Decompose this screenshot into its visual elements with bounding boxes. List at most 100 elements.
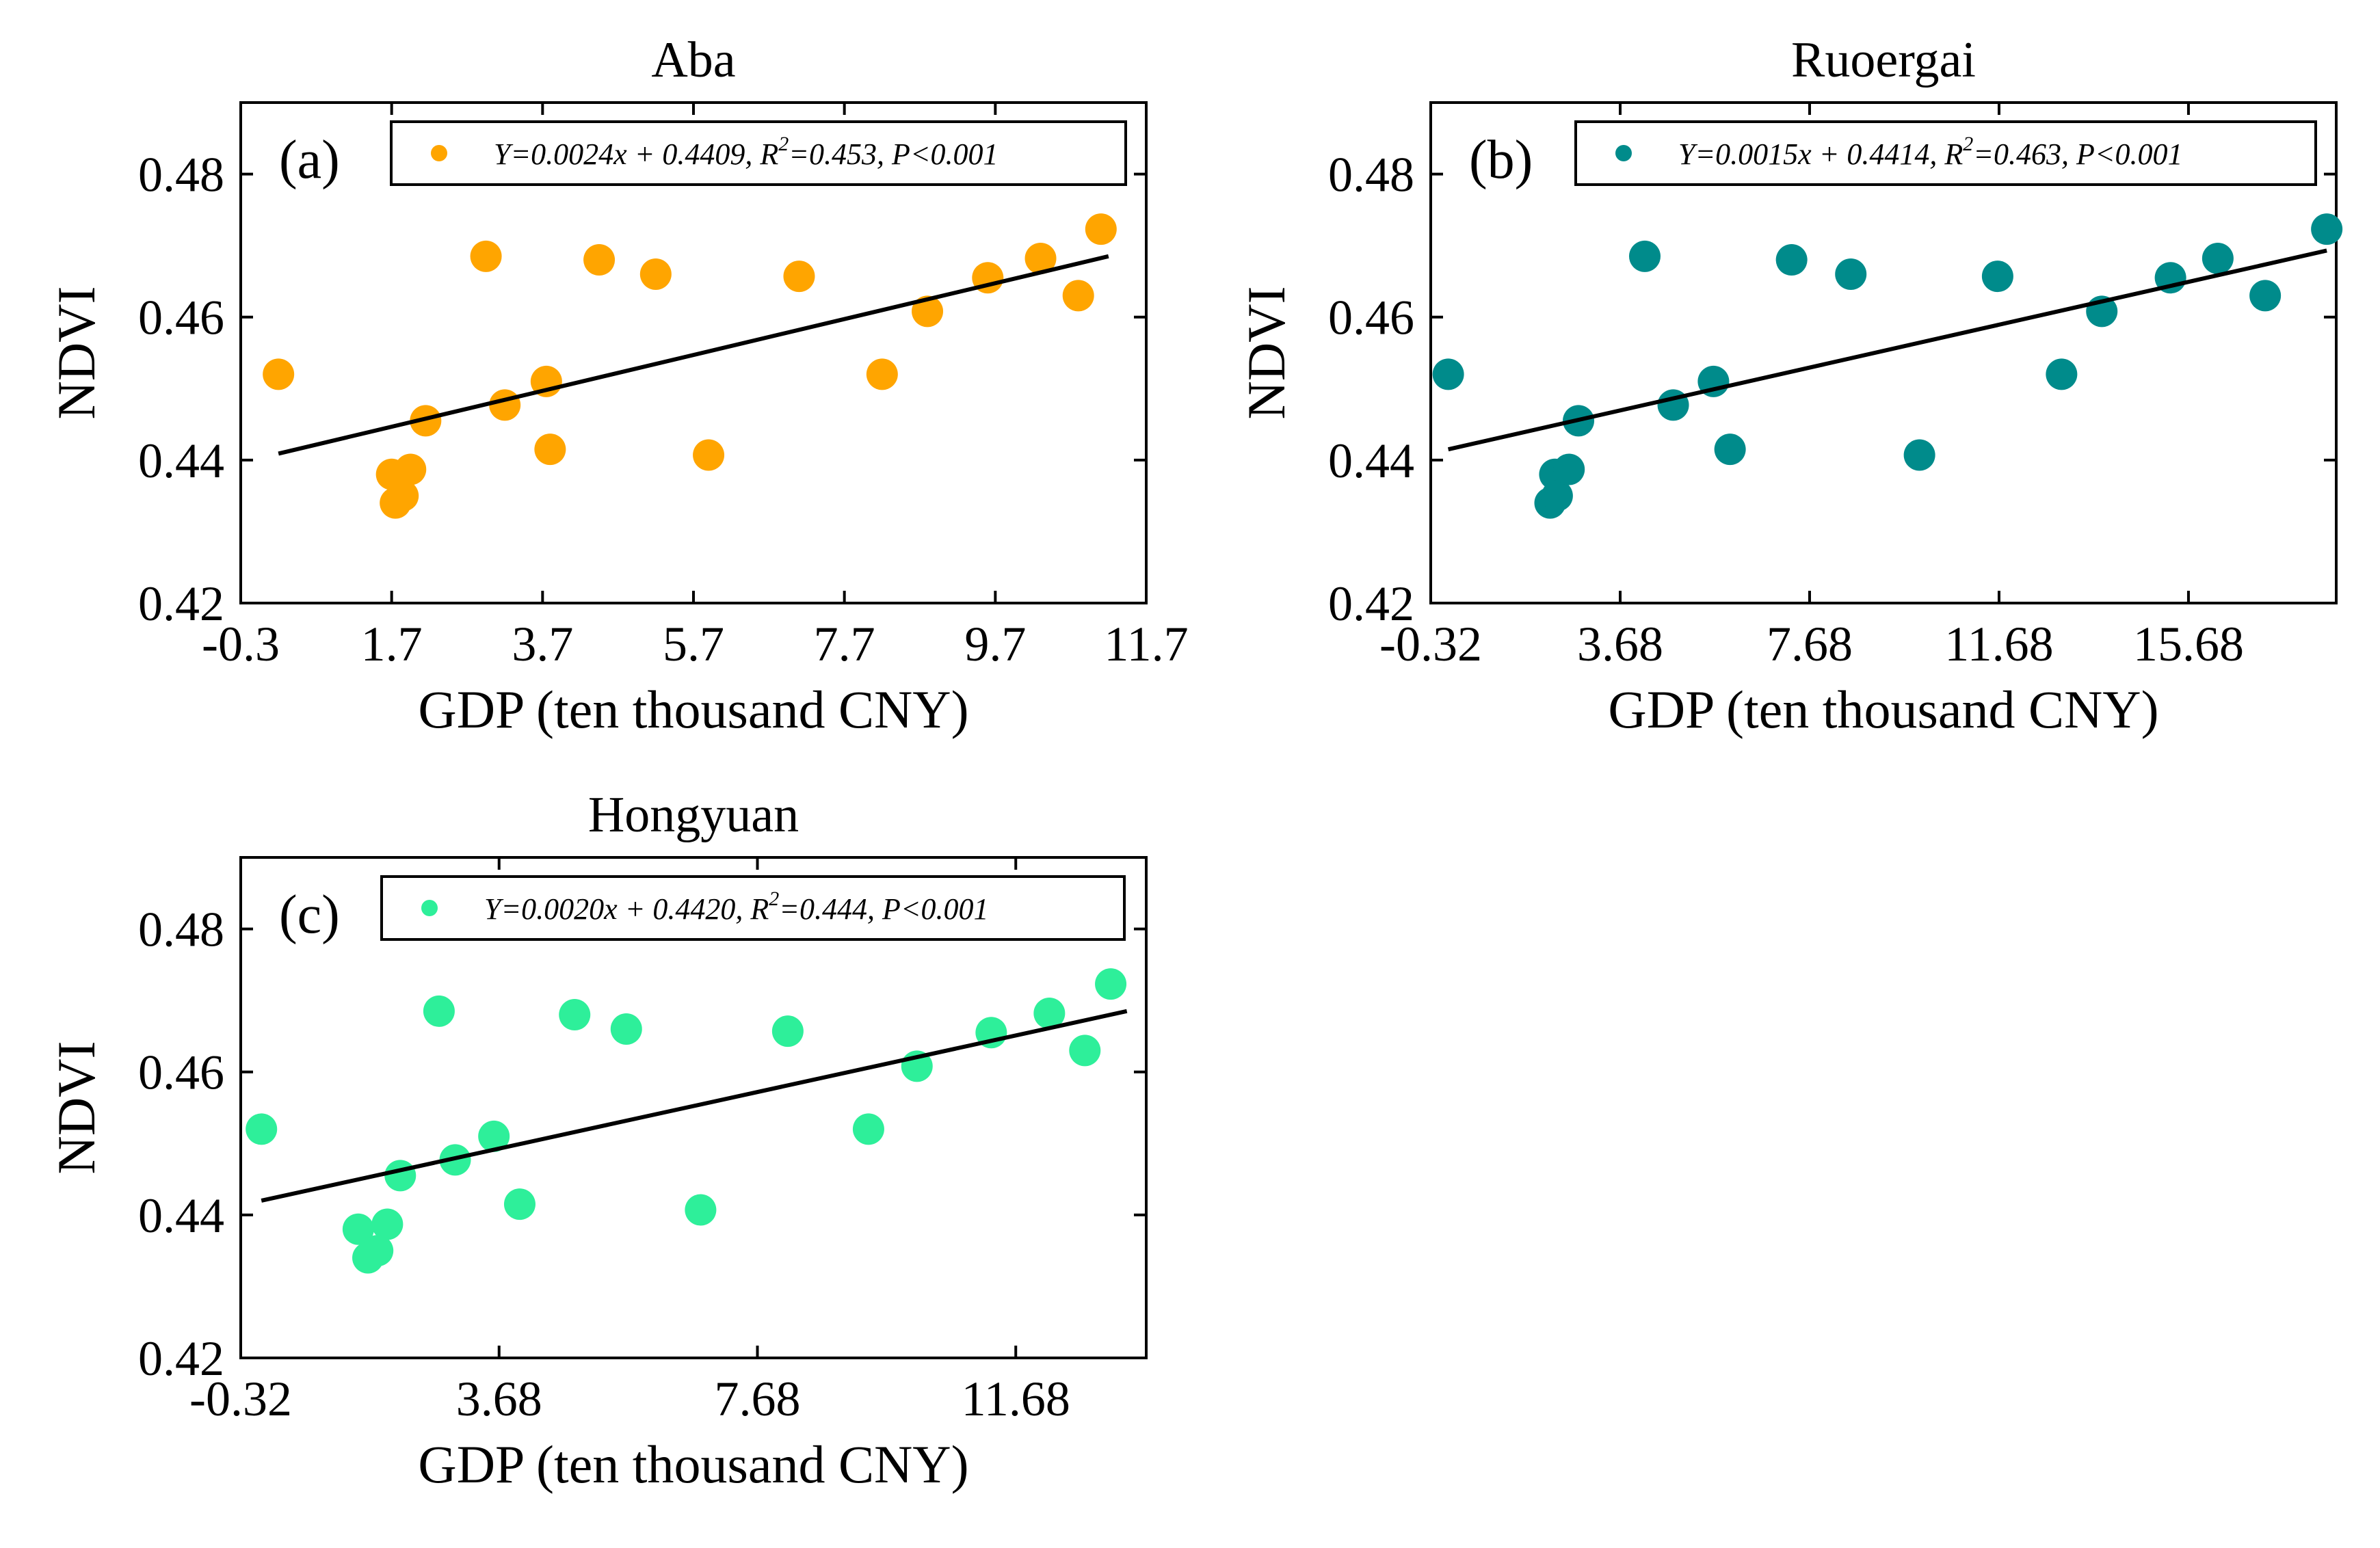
- y-tick-label: 0.42: [1328, 576, 1414, 631]
- legend-marker: [421, 900, 438, 916]
- x-tick-label: -0.32: [189, 1372, 292, 1426]
- legend-equation: Y=0.0020x + 0.4420, R2=0.444, P<0.001: [484, 888, 989, 926]
- data-point: [384, 1160, 416, 1192]
- data-point: [852, 1113, 884, 1145]
- data-point: [2249, 280, 2282, 312]
- y-tick-label: 0.42: [138, 1331, 224, 1386]
- regression-line: [278, 254, 1109, 456]
- legend-eq-suffix: =0.453, P<0.001: [789, 137, 998, 171]
- data-point: [693, 439, 725, 471]
- data-point: [610, 1013, 642, 1045]
- data-point: [866, 358, 898, 390]
- x-axis-label: GDP (ten thousand CNY): [418, 1434, 968, 1494]
- data-point: [263, 358, 295, 390]
- data-point: [1981, 261, 2013, 293]
- legend-eq-prefix: Y=0.0015x + 0.4414, R: [1678, 137, 1963, 171]
- x-tick-label: 3.68: [1577, 617, 1663, 671]
- data-point: [478, 1120, 510, 1152]
- y-tick-label: 0.42: [138, 576, 224, 631]
- legend-marker: [431, 145, 447, 161]
- x-tick-label: 7.7: [814, 617, 875, 671]
- y-tick-label: 0.44: [1328, 433, 1414, 488]
- x-tick-label: 11.7: [1104, 617, 1188, 671]
- regression-line: [1447, 248, 2327, 452]
- data-point: [1553, 453, 1585, 485]
- data-point: [639, 258, 672, 290]
- legend-eq-suffix: =0.444, P<0.001: [779, 892, 988, 926]
- y-axis-label: NDVI: [47, 1041, 106, 1175]
- legend-eq-superscript: 2: [769, 888, 779, 910]
- legend-box: [390, 120, 1127, 186]
- x-tick-label: -0.3: [202, 617, 280, 671]
- y-tick-label: 0.44: [138, 433, 224, 488]
- y-tick-label: 0.48: [138, 903, 224, 957]
- chart-panel-0: Aba 0.42 0.44 0.46 0.48 -0.3 1.7 3.7 5.7 7.7 9.7 11…: [47, 32, 1189, 739]
- data-point: [371, 1208, 404, 1240]
- chart-title: Ruoergai: [1791, 32, 1976, 88]
- x-tick-label: 11.68: [1944, 617, 2053, 671]
- panel-label: (b): [1469, 130, 1533, 190]
- x-tick-label: 7.68: [1767, 617, 1853, 671]
- y-tick-label: 0.44: [138, 1188, 224, 1243]
- data-point: [423, 995, 455, 1027]
- data-point: [2046, 358, 2078, 390]
- x-tick-label: 11.68: [962, 1372, 1070, 1426]
- plot-frame: [1429, 101, 2338, 604]
- data-point: [1714, 433, 1746, 466]
- legend-box: [380, 875, 1126, 941]
- data-point: [2311, 213, 2343, 245]
- data-point: [1095, 968, 1127, 1000]
- x-tick-label: -0.32: [1379, 617, 1482, 671]
- data-point: [1903, 439, 1935, 471]
- data-point: [685, 1194, 717, 1226]
- data-point: [1432, 358, 1464, 390]
- data-point: [1541, 480, 1573, 512]
- plot-frame: [239, 856, 1148, 1359]
- chart-title: Hongyuan: [588, 787, 799, 843]
- data-point: [534, 433, 566, 466]
- y-tick-label: 0.46: [138, 291, 224, 345]
- legend-box: [1574, 120, 2317, 186]
- x-axis-label: GDP (ten thousand CNY): [418, 680, 968, 739]
- data-point: [342, 1213, 374, 1245]
- x-axis-label: GDP (ten thousand CNY): [1608, 680, 2158, 739]
- y-tick-label: 0.46: [138, 1045, 224, 1100]
- data-point: [559, 999, 591, 1031]
- legend-eq-suffix: =0.463, P<0.001: [1973, 137, 2182, 171]
- data-point: [912, 295, 944, 328]
- legend-eq-prefix: Y=0.0024x + 0.4409, R: [494, 137, 778, 171]
- regression-line: [261, 1009, 1128, 1203]
- x-tick-label: 3.68: [456, 1372, 542, 1426]
- data-point: [1835, 258, 1867, 290]
- data-point: [1085, 213, 1117, 245]
- data-point: [1628, 240, 1661, 272]
- y-tick-label: 0.46: [1328, 291, 1414, 345]
- data-point: [470, 240, 502, 272]
- data-point: [1062, 280, 1094, 312]
- data-point: [1024, 242, 1057, 274]
- x-tick-label: 3.7: [512, 617, 573, 671]
- data-point: [771, 1015, 804, 1047]
- y-tick-label: 0.48: [1328, 148, 1414, 202]
- x-tick-label: 9.7: [964, 617, 1026, 671]
- y-tick-label: 0.48: [138, 148, 224, 202]
- y-axis-label: NDVI: [47, 286, 106, 420]
- data-point: [1775, 244, 1808, 276]
- chart-panel-1: Ruoergai 0.42 0.44 0.46 0.48 -0.32 3.68 7.68 11.…: [1237, 32, 2343, 739]
- panel-label: (a): [279, 130, 340, 190]
- x-tick-label: 5.7: [663, 617, 724, 671]
- data-point: [387, 480, 419, 512]
- data-point: [1069, 1035, 1101, 1067]
- data-point: [246, 1113, 278, 1145]
- data-point: [783, 261, 815, 293]
- legend-marker: [1615, 145, 1632, 161]
- data-point: [395, 453, 427, 485]
- data-point: [2202, 242, 2234, 274]
- data-point: [489, 389, 521, 421]
- chart-panel-2: Hongyuan 0.42 0.44 0.46 0.48 -0.32 3.68 7.68 11.…: [47, 787, 1148, 1494]
- data-point: [1033, 997, 1066, 1029]
- panel-label: (c): [279, 885, 340, 945]
- data-point: [583, 244, 616, 276]
- legend-eq-prefix: Y=0.0020x + 0.4420, R: [484, 892, 769, 926]
